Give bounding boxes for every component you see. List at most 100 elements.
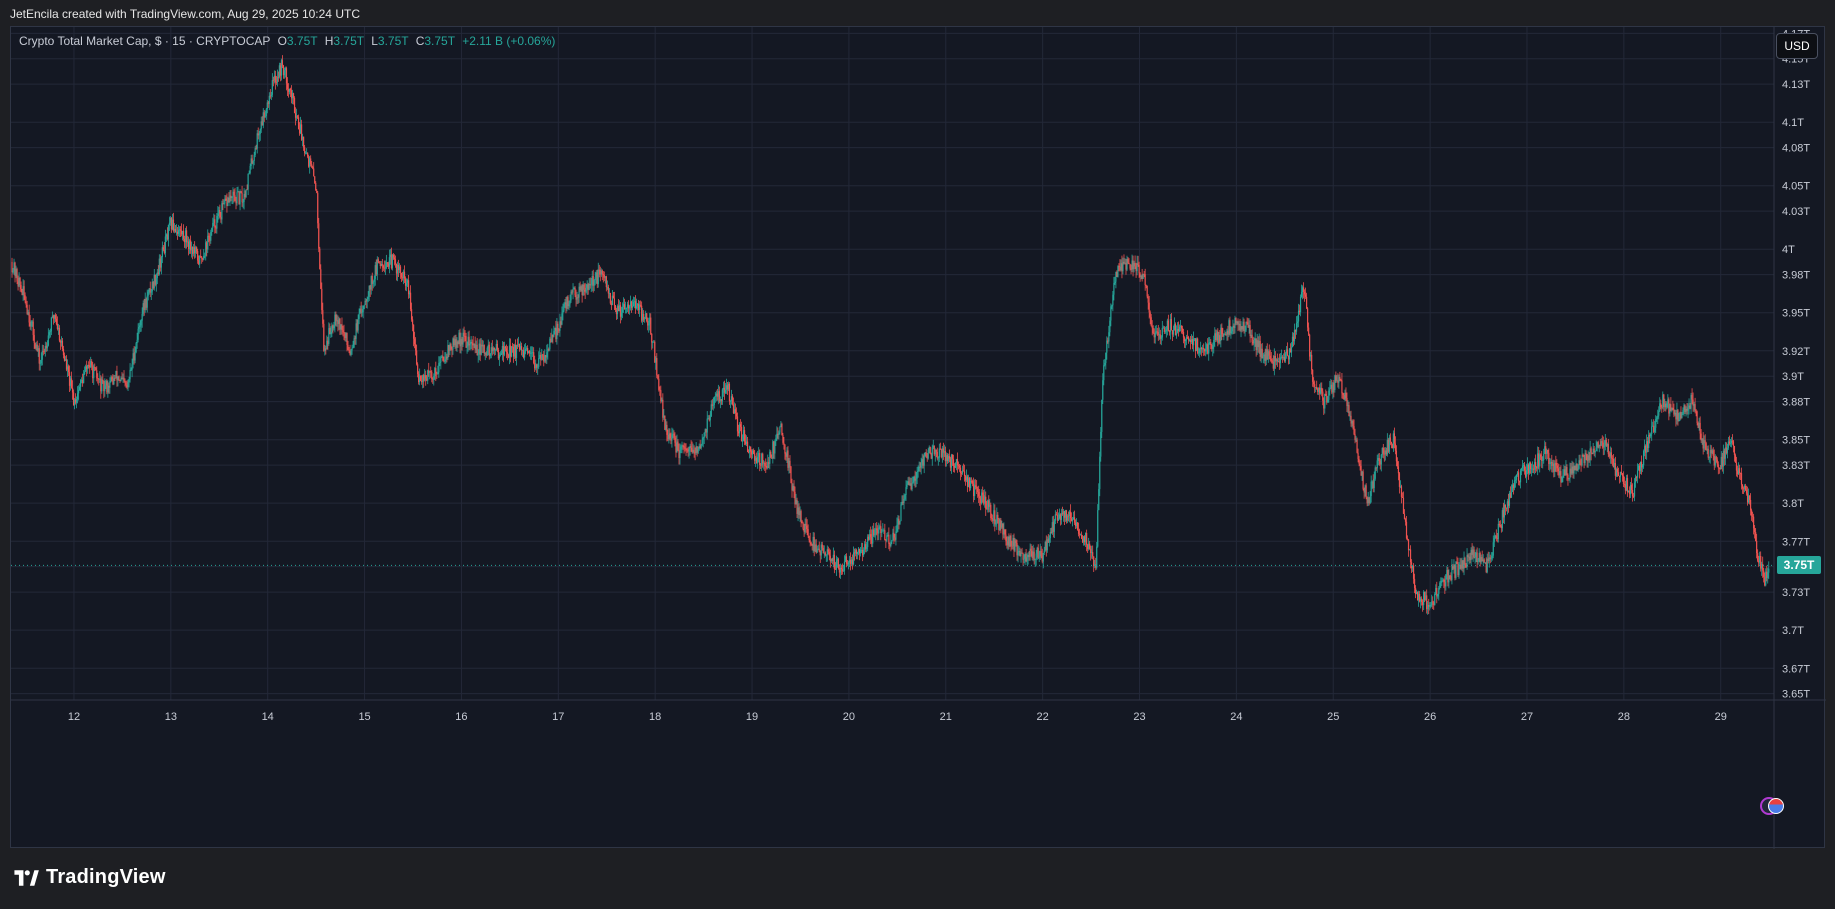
candle-body [1087,544,1089,549]
candle-body [258,134,260,136]
candle-body [1009,535,1011,547]
candle-body [281,60,284,66]
candle-body [1568,478,1570,480]
candle-body [331,325,333,332]
candle-body [1205,348,1207,352]
candle-body [679,449,681,459]
candle-body [597,269,599,285]
candle-body [1305,294,1307,297]
candle-body [614,305,617,310]
candle-body [627,304,630,309]
candle-body [279,65,282,76]
candle-body [196,247,198,251]
candle-body [603,274,605,278]
candle-body [73,399,76,406]
candle-body [1496,538,1498,539]
candle-body [637,303,639,306]
candle-body [1477,561,1479,563]
open-value: 3.75T [286,34,318,48]
candle-body [1627,490,1630,493]
candle-body [1344,392,1346,400]
candle-body [694,452,696,454]
candle-body [871,536,873,544]
candle-body [850,559,853,564]
candle-body [1657,415,1659,418]
candle-body [205,242,207,256]
brand-logo-area[interactable]: TradingView [12,866,166,889]
candle-body [1733,445,1736,456]
candle-body [794,491,796,505]
candle-body [1427,604,1429,610]
candle-body [265,109,267,117]
candle-body [1575,463,1577,471]
candle-body [915,478,917,481]
candle-body [1017,551,1019,556]
candle-body [458,332,460,345]
candle-body [1755,531,1757,542]
candle-body [12,270,14,273]
candle-body [605,276,607,288]
candle-body [1732,441,1735,446]
candle-body [641,305,643,321]
candle-body [545,355,547,358]
candle-body [380,263,382,266]
candle-body [1239,323,1241,331]
candle-body [711,404,713,406]
candle-body [948,456,951,459]
candle-body [166,234,169,240]
candle-body [566,296,568,309]
candle-body [909,483,911,486]
candle-body [1646,441,1648,453]
candle-body [860,550,862,554]
candle-body [907,481,909,485]
candle-body [140,320,142,326]
candle-body [1350,415,1352,424]
candle-body [1542,459,1544,461]
candle-body [1679,412,1681,420]
candle-body [1511,484,1514,492]
candle-body [533,352,535,363]
candle-body [1647,441,1649,448]
currency-button[interactable]: USD [1776,33,1818,59]
candle-body [28,312,30,323]
candle-body [494,349,496,351]
candle-body [75,399,78,403]
candle-body [1073,517,1076,523]
candle-body [874,534,876,536]
candle-body [1255,338,1257,351]
candle-body [773,441,775,454]
candle-body [712,404,714,406]
chart-panel[interactable]: 4.17T4.15T4.13T4.1T4.08T4.05T4.03T4T3.98… [10,26,1826,849]
candle-body [1114,281,1116,283]
candle-body [615,309,618,315]
candle-body [1223,334,1225,337]
candle-body [168,222,171,226]
candle-body [1708,457,1710,458]
candle-body [322,310,324,324]
candle-body [1107,340,1109,342]
candle-body [1632,496,1635,498]
candle-body [1097,510,1099,547]
candle-body [938,448,940,458]
candle-body [554,327,556,331]
candle-body [1686,408,1688,411]
x-tick-label: 17 [552,711,564,723]
candle-body [1693,404,1695,406]
candle-body [830,558,832,562]
candle-body [692,449,694,453]
candle-body [1528,464,1530,474]
candle-body [1074,522,1077,527]
candle-body [486,347,488,356]
candle-body [337,320,339,324]
candle-body [760,464,762,466]
candle-body [501,346,504,354]
candle-body [1153,333,1155,338]
candle-body [260,121,262,130]
candle-body [1483,559,1485,563]
candle-body [1541,456,1543,461]
price-chart[interactable]: 4.17T4.15T4.13T4.1T4.08T4.05T4.03T4T3.98… [11,27,1826,849]
candle-body [984,496,986,504]
candle-body [1189,339,1192,343]
candle-body [98,379,100,380]
economic-event-flag-icon[interactable] [1768,798,1784,814]
